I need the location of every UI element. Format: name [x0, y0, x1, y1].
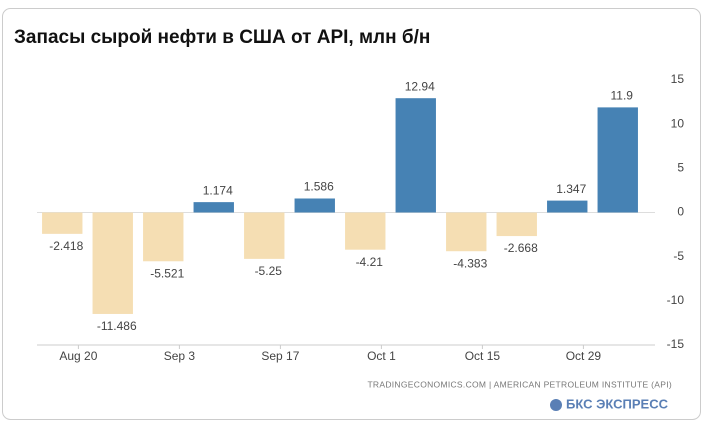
bar [42, 212, 83, 234]
x-tick-label: Sep 17 [261, 349, 299, 363]
value-label: -11.486 [97, 319, 137, 333]
value-label: -5.25 [255, 264, 283, 278]
y-tick-label: -5 [673, 249, 684, 263]
bar [395, 98, 436, 213]
value-label: 1.586 [304, 180, 334, 194]
x-tick-label: Oct 1 [367, 349, 396, 363]
brand-logo [550, 399, 562, 411]
value-label: -4.383 [453, 256, 487, 270]
y-tick-label: 5 [677, 161, 684, 175]
x-tick-label: Oct 29 [566, 349, 602, 363]
bar [345, 212, 386, 250]
bar [92, 212, 133, 314]
y-tick-label: 10 [671, 116, 685, 130]
value-label: 11.9 [611, 89, 634, 103]
bar [597, 107, 638, 213]
source: TRADINGECONOMICS.COM | AMERICAN PETROLEU… [367, 379, 672, 389]
value-label: 1.347 [556, 182, 586, 196]
value-label: -4.21 [356, 255, 384, 269]
y-tick-label: 15 [671, 72, 685, 86]
x-tick-label: Oct 15 [465, 349, 501, 363]
bar [547, 200, 588, 213]
x-tick-label: Sep 3 [164, 349, 196, 363]
chart-title: Запасы сырой нефти в США от API, млн б/н [14, 27, 430, 48]
y-tick-label: -10 [667, 293, 685, 307]
bar [143, 212, 184, 262]
value-label: -2.668 [504, 241, 538, 255]
value-label: 1.174 [203, 183, 233, 197]
bar [294, 198, 335, 213]
bar [496, 212, 537, 237]
y-tick-label: -15 [667, 337, 685, 351]
value-label: 12.94 [405, 79, 435, 93]
y-tick-label: 0 [677, 205, 684, 219]
bar [244, 212, 285, 259]
bar [446, 212, 487, 252]
bar [193, 202, 234, 213]
brand: БКС ЭКСПРЕСС [566, 396, 669, 411]
value-label: -2.418 [49, 239, 83, 253]
x-tick-label: Aug 20 [59, 349, 97, 363]
value-label: -5.521 [150, 266, 184, 280]
